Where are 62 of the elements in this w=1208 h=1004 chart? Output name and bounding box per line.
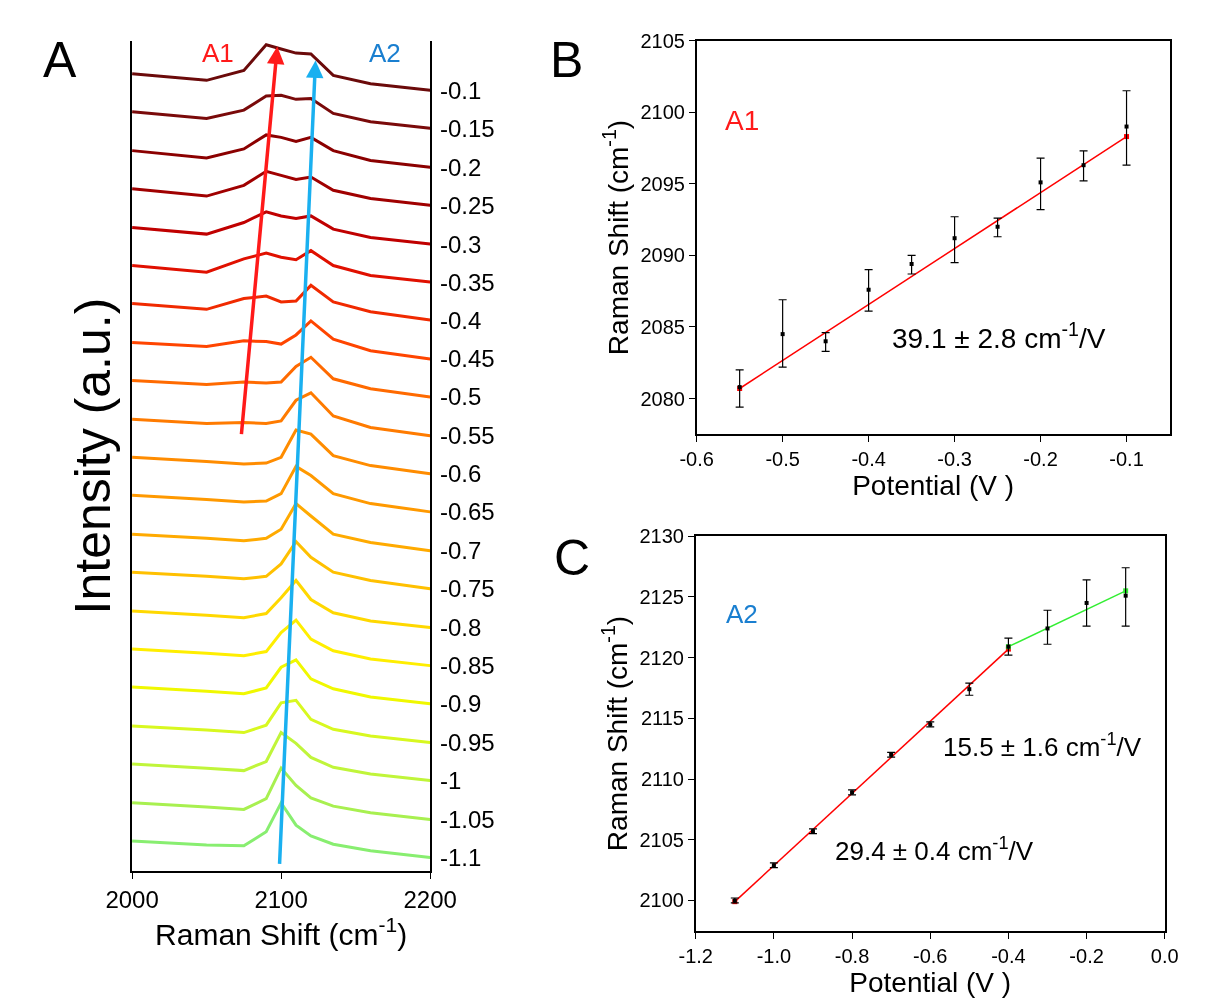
series-label: -0.4 xyxy=(440,307,482,334)
y-tick-label: 2130 xyxy=(639,525,684,548)
x-tick-label: -0.4 xyxy=(851,448,886,471)
x-tick-label: 2200 xyxy=(403,886,457,914)
series-label: -0.15 xyxy=(440,115,495,142)
x-tick-label: -0.1 xyxy=(1109,448,1144,471)
series-label: -0.25 xyxy=(440,192,495,219)
x-tick-label: -0.6 xyxy=(679,448,714,471)
x-tick-label: -0.4 xyxy=(991,944,1026,967)
series-label: -0.2 xyxy=(440,154,482,181)
x-tick-label: 2100 xyxy=(254,886,308,914)
series-label: -0.75 xyxy=(440,575,495,602)
y-tick-label: 2080 xyxy=(640,387,685,410)
series-label: -1.1 xyxy=(440,844,482,871)
chart-title: A xyxy=(43,32,77,88)
series-label: -1 xyxy=(440,767,462,794)
series-label: -1.05 xyxy=(440,806,495,833)
series-label: -0.85 xyxy=(440,652,495,679)
series-label: -0.9 xyxy=(440,690,482,717)
series-label: -0.8 xyxy=(440,614,482,641)
x-tick-label: -1.2 xyxy=(678,944,713,967)
chart-title: C xyxy=(554,530,591,586)
annotation: A1 xyxy=(725,105,760,136)
series-label: -0.65 xyxy=(440,498,495,525)
y-tick-label: 2100 xyxy=(640,101,685,124)
x-axis-title: Potential (V ) xyxy=(849,966,1012,998)
x-tick-label: 0.0 xyxy=(1150,944,1179,967)
x-tick-label: 2000 xyxy=(105,886,159,914)
y-tick-label: 2125 xyxy=(639,585,684,608)
series-label: -0.45 xyxy=(440,345,495,372)
y-tick-label: 2095 xyxy=(640,172,685,195)
y-tick-label: 2110 xyxy=(640,768,684,791)
chart-title: B xyxy=(550,32,584,88)
series-label: -0.7 xyxy=(440,537,482,564)
x-tick-label: -0.5 xyxy=(765,448,800,471)
y-tick-label: 2105 xyxy=(639,828,684,851)
x-tick-label: -0.8 xyxy=(834,944,870,967)
y-tick-label: 2120 xyxy=(639,646,684,669)
series-label: -0.95 xyxy=(440,729,495,756)
y-axis-title: Intensity (a.u.) xyxy=(64,297,121,615)
y-tick-label: 2090 xyxy=(640,244,685,267)
x-tick-label: -1.0 xyxy=(756,944,792,967)
series-label: -0.3 xyxy=(440,231,482,258)
x-tick-label: -0.2 xyxy=(1023,448,1058,471)
x-tick-label: -0.3 xyxy=(937,448,972,471)
annotation: A1 xyxy=(202,38,234,68)
annotation: A2 xyxy=(726,599,758,629)
y-tick-label: 2105 xyxy=(640,29,685,52)
x-axis-title: Potential (V ) xyxy=(852,470,1015,502)
x-tick-label: -0.6 xyxy=(913,944,948,967)
y-tick-label: 2115 xyxy=(640,707,684,730)
annotation: A2 xyxy=(369,38,401,68)
annotation: 39.1 ± 2.8 cm$^{-1}$/V xyxy=(892,318,1106,354)
series-label: -0.1 xyxy=(440,77,482,104)
series-label: -0.5 xyxy=(440,383,482,410)
y-tick-label: 2085 xyxy=(640,315,685,338)
x-tick-label: -0.2 xyxy=(1069,944,1104,967)
series-label: -0.35 xyxy=(440,269,495,296)
annotation: 29.4 ± 0.4 cm$^{-1}$/V xyxy=(835,833,1034,866)
annotation: 15.5 ± 1.6 cm$^{-1}$/V xyxy=(943,729,1142,762)
series-label: -0.55 xyxy=(440,422,495,449)
x-axis-title: Raman Shift (cm$^{-1}$) xyxy=(155,913,408,951)
